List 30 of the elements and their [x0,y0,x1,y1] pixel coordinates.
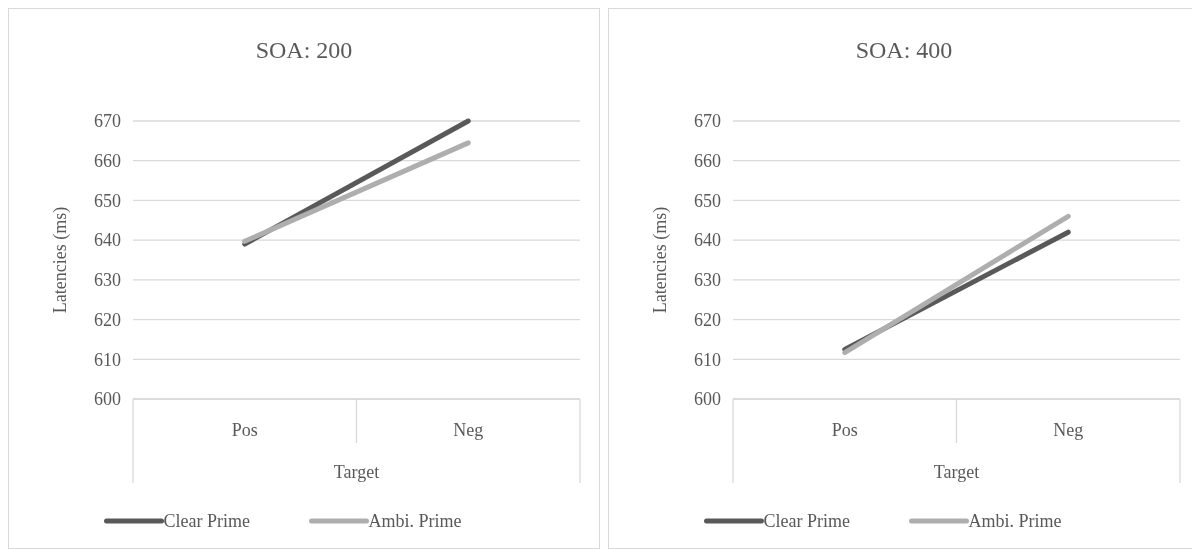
y-tick-label: 640 [94,230,121,251]
chart-title: SOA: 200 [255,37,353,63]
legend-label: Clear Prime [763,511,850,532]
y-tick-label: 650 [94,190,121,211]
y-tick-label: 640 [694,230,721,251]
y-tick-label: 660 [94,151,121,172]
y-tick-label: 670 [94,111,121,132]
x-axis-title: Target [333,462,380,482]
y-tick-label: 630 [94,270,121,291]
legend-label: Ambi. Prime [968,511,1062,532]
x-axis-title: Target [933,462,980,482]
y-tick-label: 620 [94,309,121,330]
x-tick-label: Pos [231,420,258,440]
y-tick-label: 600 [94,389,121,410]
x-tick-label: Pos [831,420,858,440]
y-tick-label: 620 [694,309,721,330]
y-tick-label: 670 [694,111,721,132]
y-tick-label: 650 [694,190,721,211]
y-axis-title: Latencies (ms) [650,206,671,314]
x-tick-label: Neg [1053,420,1084,440]
y-tick-label: 630 [694,270,721,291]
x-tick-label: Neg [453,420,484,440]
legend-label: Ambi. Prime [368,511,462,532]
chart-title: SOA: 400 [855,37,953,63]
y-tick-label: 610 [694,349,721,370]
y-tick-label: 660 [694,151,721,172]
y-tick-label: 600 [694,389,721,410]
y-tick-label: 610 [94,349,121,370]
legend-label: Clear Prime [163,511,250,532]
y-axis-title: Latencies (ms) [50,206,71,314]
